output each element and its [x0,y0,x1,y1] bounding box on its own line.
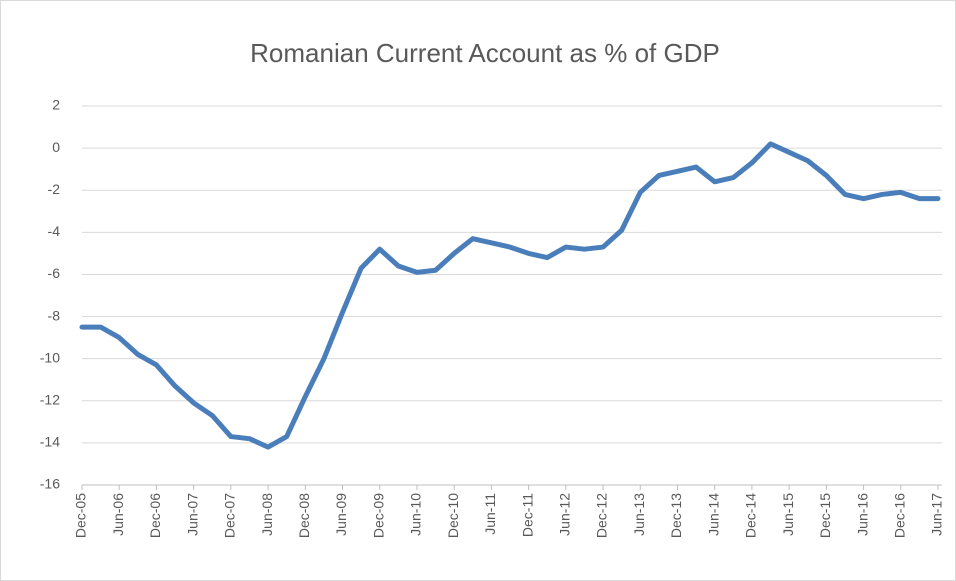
x-tick-label: Jun-06 [110,493,126,536]
line-series [79,141,941,450]
x-tick-label: Jun-13 [631,493,647,536]
x-tick-label: Dec-08 [296,493,312,538]
x-tick-label: Dec-12 [594,493,610,538]
x-tick-label: Dec-13 [668,493,684,538]
x-tick-label: Jun-16 [854,493,870,536]
x-tick-label: Jun-17 [929,493,945,536]
y-tick-label: -4 [48,223,61,239]
y-tick-label: 0 [52,139,60,155]
x-tick-label: Dec-06 [147,493,163,538]
x-tick-label: Jun-11 [482,493,498,535]
y-tick-label: -2 [48,181,61,197]
x-tick-label: Dec-10 [445,493,461,538]
x-tick-label: Jun-12 [557,493,573,536]
y-tick-label: -14 [40,434,60,450]
x-tick-label: Jun-10 [408,493,424,536]
x-tick-label: Dec-14 [743,493,759,538]
y-tick-label: 2 [52,97,60,113]
chart-title: Romanian Current Account as % of GDP [250,38,720,68]
x-tick-label: Jun-07 [184,493,200,536]
y-tick-label: -6 [48,265,61,281]
x-tick-label: Jun-09 [333,493,349,536]
x-tick-label: Dec-05 [73,493,89,538]
x-tick-label: Dec-16 [891,493,907,538]
y-tick-label: -10 [40,349,60,365]
x-tick-label: Jun-08 [259,493,275,536]
x-tick-label: Dec-15 [817,493,833,538]
y-tick-label: -8 [48,307,61,323]
x-tick-label: Jun-14 [705,493,721,536]
y-tick-label: -12 [40,391,60,407]
y-tick-label: -16 [40,476,60,492]
x-tick-label: Dec-11 [519,493,535,537]
x-tick-label: Jun-15 [780,493,796,536]
x-tick-label: Dec-09 [370,493,386,538]
x-tick-label: Dec-07 [222,493,238,538]
